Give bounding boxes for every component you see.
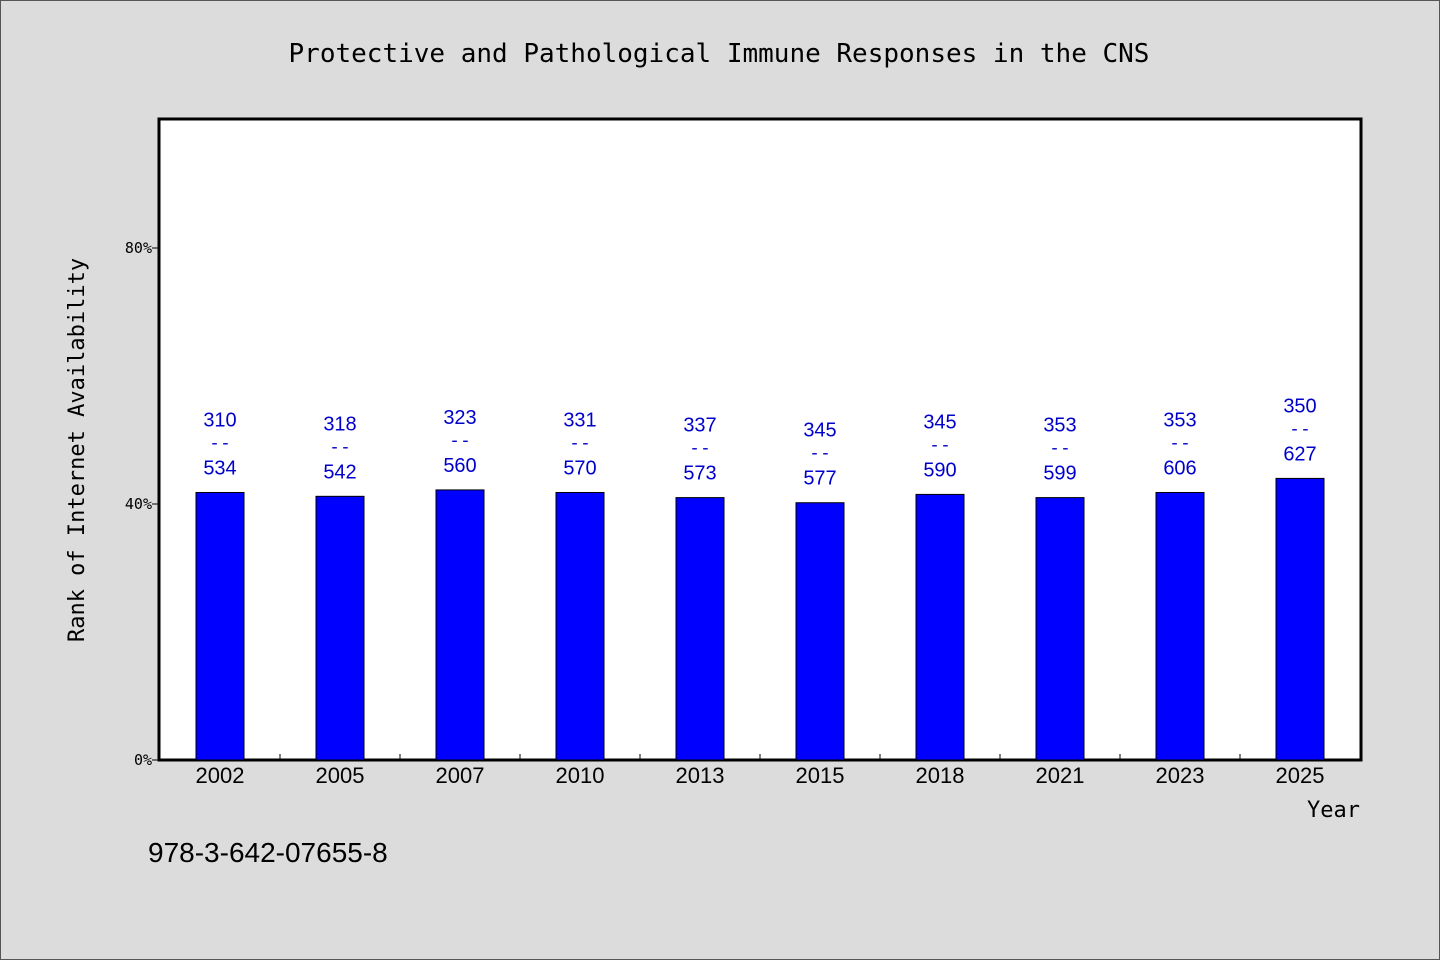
data-label-separator: -- bbox=[209, 432, 231, 453]
y-tick-label: 0% bbox=[134, 751, 152, 769]
data-label-separator: -- bbox=[1169, 432, 1191, 453]
data-label-separator: -- bbox=[1289, 418, 1311, 439]
data-label-bottom: 599 bbox=[1043, 463, 1076, 485]
y-tick-label: 80% bbox=[125, 239, 152, 257]
data-label-bottom: 577 bbox=[803, 468, 836, 490]
bar-2010 bbox=[555, 491, 605, 761]
data-label-bottom: 573 bbox=[683, 463, 716, 485]
bar-2023 bbox=[1155, 491, 1205, 761]
chart-title: Protective and Pathological Immune Respo… bbox=[289, 39, 1150, 69]
data-label-separator: -- bbox=[929, 434, 951, 455]
data-label-separator: -- bbox=[449, 430, 471, 451]
data-label-separator: -- bbox=[1049, 438, 1071, 459]
x-tick-label: 2025 bbox=[1276, 763, 1325, 788]
bar-2015 bbox=[795, 502, 845, 761]
data-label-top: 337 bbox=[683, 415, 716, 437]
data-label-top: 331 bbox=[563, 409, 596, 431]
data-label-bottom: 590 bbox=[923, 459, 956, 481]
x-tick-label: 2021 bbox=[1036, 763, 1085, 788]
bar-2007 bbox=[435, 489, 485, 761]
bar-2002 bbox=[195, 491, 245, 761]
data-label-bottom: 542 bbox=[323, 461, 356, 483]
data-label-top: 345 bbox=[923, 411, 956, 433]
data-label-top: 345 bbox=[803, 420, 836, 442]
data-label-top: 318 bbox=[323, 413, 356, 435]
x-axis-label: Year bbox=[1307, 798, 1360, 823]
x-tick-label: 2018 bbox=[916, 763, 965, 788]
data-label-bottom: 570 bbox=[563, 457, 596, 479]
data-label-separator: -- bbox=[569, 432, 591, 453]
bar-2021 bbox=[1035, 497, 1085, 761]
bar-2005 bbox=[315, 495, 365, 761]
bar-2013 bbox=[675, 497, 725, 761]
x-axis: 2002 2005 2007 2010 2013 2015 2018 2021 2023 2025 bbox=[196, 754, 1325, 788]
bar-2018 bbox=[915, 493, 965, 761]
footnote-isbn: 978-3-642-07655-8 bbox=[148, 837, 388, 868]
data-label-separator: -- bbox=[329, 436, 351, 457]
data-label-top: 353 bbox=[1163, 409, 1196, 431]
data-label-top: 350 bbox=[1283, 395, 1316, 417]
data-labels-group: 310--534318--542323--560331--570337--573… bbox=[203, 395, 1316, 489]
bars-group bbox=[195, 477, 1325, 761]
data-label-bottom: 560 bbox=[443, 455, 476, 477]
data-label-bottom: 534 bbox=[203, 457, 236, 479]
data-label-separator: -- bbox=[809, 443, 831, 464]
x-tick-label: 2010 bbox=[556, 763, 605, 788]
data-label-bottom: 627 bbox=[1283, 443, 1316, 465]
y-tick-label: 40% bbox=[125, 495, 152, 513]
x-tick-label: 2002 bbox=[196, 763, 245, 788]
x-tick-label: 2013 bbox=[676, 763, 725, 788]
x-tick-label: 2007 bbox=[436, 763, 485, 788]
bar-2025 bbox=[1275, 477, 1325, 761]
data-label-separator: -- bbox=[689, 438, 711, 459]
y-axis-label: Rank of Internet Availability bbox=[65, 258, 90, 642]
x-tick-label: 2015 bbox=[796, 763, 845, 788]
data-label-top: 323 bbox=[443, 407, 476, 429]
data-label-top: 310 bbox=[203, 409, 236, 431]
data-label-bottom: 606 bbox=[1163, 457, 1196, 479]
x-tick-label: 2005 bbox=[316, 763, 365, 788]
y-axis: 0% 40% 80% bbox=[125, 239, 160, 769]
x-tick-label: 2023 bbox=[1156, 763, 1205, 788]
data-label-top: 353 bbox=[1043, 415, 1076, 437]
